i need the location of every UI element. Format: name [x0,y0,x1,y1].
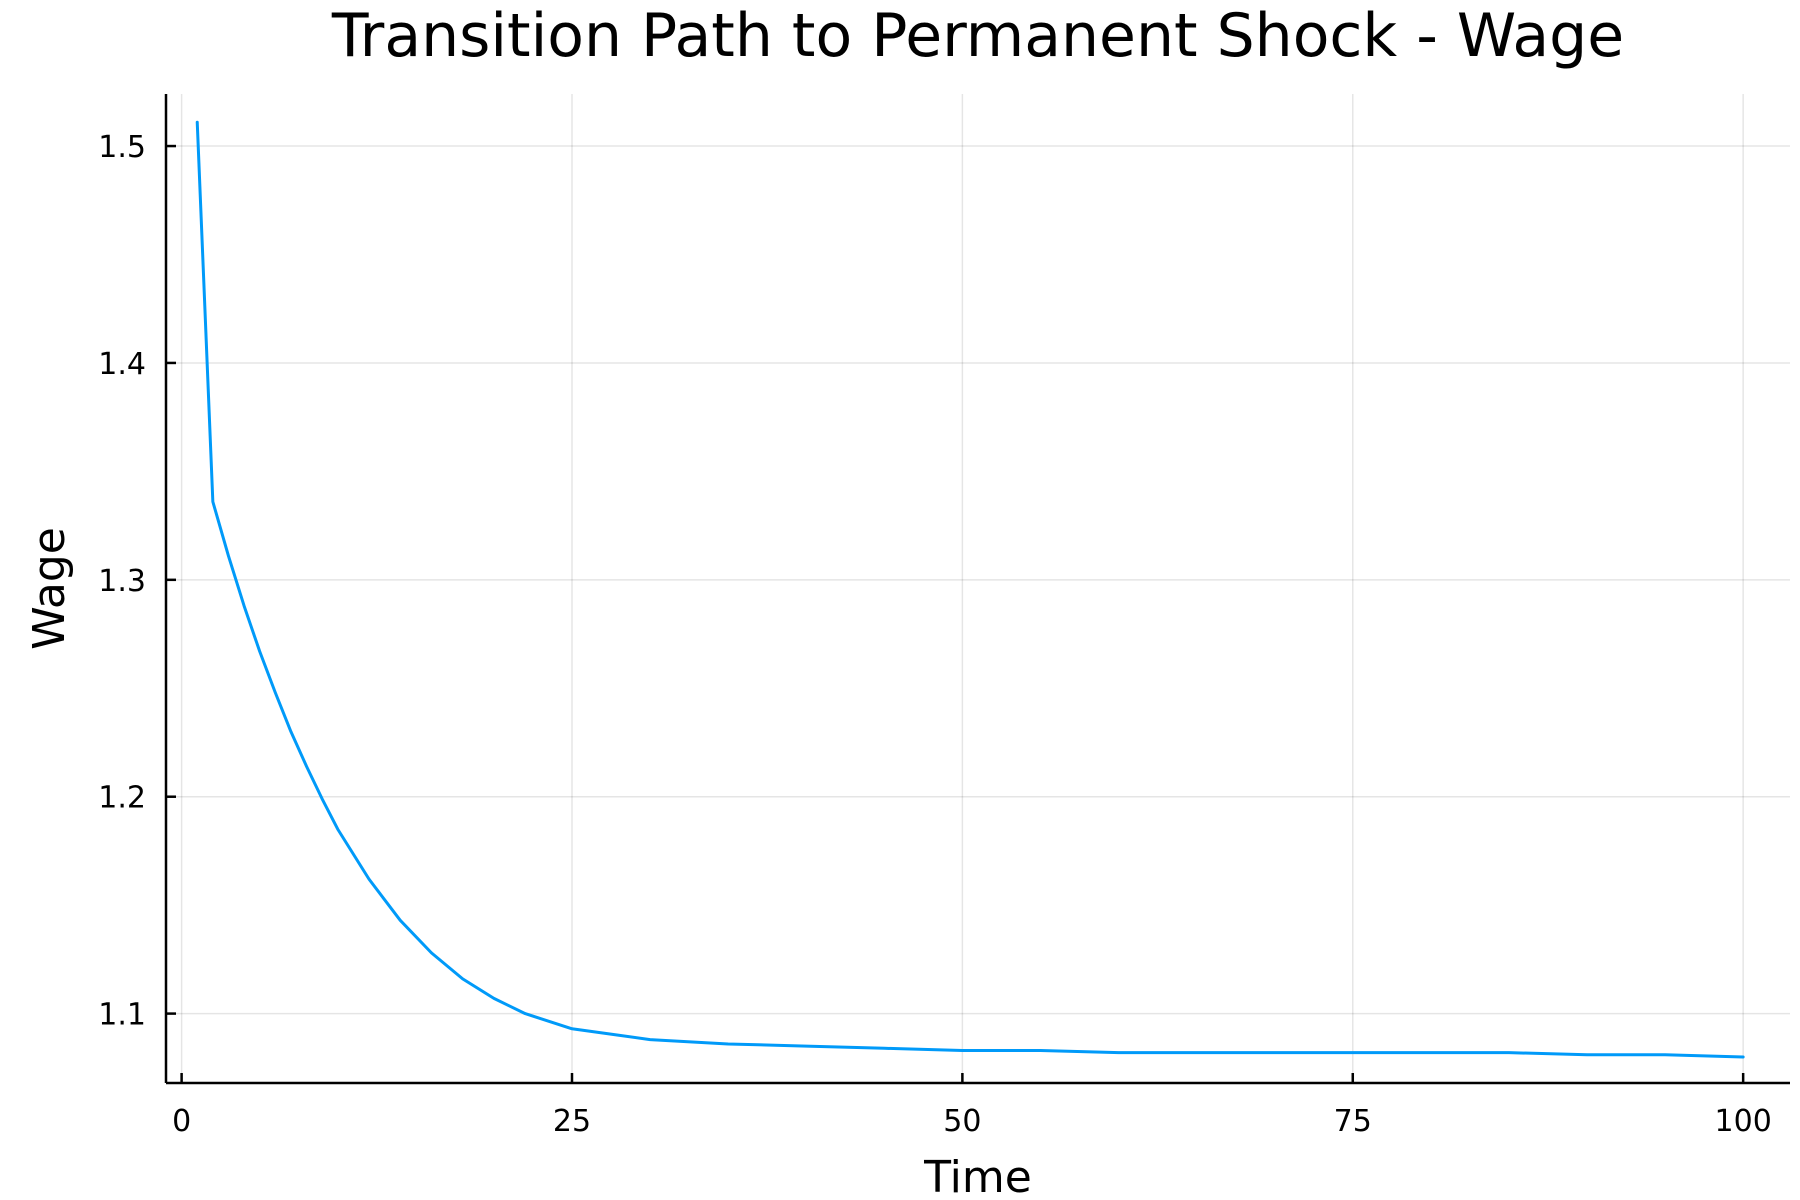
y-tick-label: 1.1 [98,998,146,1033]
chart-title: Transition Path to Permanent Shock - Wag… [331,1,1624,71]
x-tick-label: 75 [1334,1104,1372,1139]
x-tick-label: 25 [553,1104,591,1139]
grid [166,94,1790,1083]
x-tick-label: 50 [943,1104,981,1139]
y-axis-label: Wage [24,527,75,650]
y-tick-label: 1.4 [98,347,146,382]
x-tick-label: 0 [172,1104,191,1139]
axes [164,94,1790,1085]
y-tick-label: 1.5 [98,130,146,165]
y-tick-label: 1.2 [98,781,146,816]
ticks: 0 25 50 75 100 1.1 1.2 1.3 1.4 1.5 [98,130,1772,1139]
series [195,120,1745,1059]
x-axis-label: Time [923,1152,1032,1200]
y-tick-label: 1.3 [98,564,146,599]
x-tick-label: 100 [1715,1104,1772,1139]
series-line [195,120,1745,1059]
